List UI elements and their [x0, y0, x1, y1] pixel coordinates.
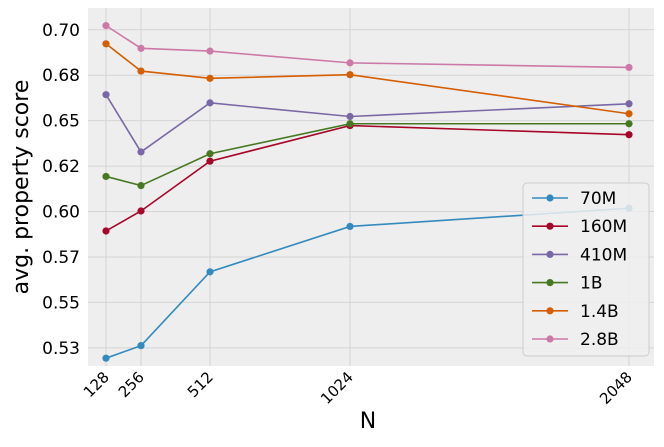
data-point	[346, 112, 354, 121]
x-axis-ticks: 128 256 512 1024 2048	[80, 368, 636, 408]
data-point	[137, 148, 145, 156]
data-point	[137, 44, 145, 52]
y-tick-label: 0.65	[42, 112, 80, 132]
data-point	[206, 99, 214, 107]
data-point	[346, 59, 354, 67]
legend-label: 410M	[580, 245, 627, 265]
legend-marker	[546, 335, 554, 343]
series-410m	[102, 91, 633, 156]
data-point	[346, 71, 354, 79]
data-point	[206, 157, 214, 165]
x-tick-label: 128	[80, 368, 113, 401]
x-tick-label: 2048	[596, 368, 636, 408]
data-point	[137, 342, 145, 350]
data-point	[206, 268, 214, 276]
data-point	[102, 227, 110, 235]
legend-label: 1B	[580, 274, 602, 294]
legend-label: 1.4B	[580, 302, 619, 322]
data-point	[625, 131, 633, 139]
data-point	[137, 207, 145, 215]
data-point	[102, 22, 110, 30]
data-point	[625, 120, 633, 128]
y-tick-label: 0.55	[42, 293, 80, 313]
legend-marker	[546, 222, 554, 230]
x-tick-label: 512	[184, 368, 217, 401]
legend-marker	[546, 194, 554, 202]
y-tick-label: 0.70	[42, 21, 80, 41]
series-2-8b	[102, 22, 633, 72]
data-point	[137, 67, 145, 75]
series-160m	[102, 121, 633, 235]
x-axis-label: N	[360, 409, 376, 434]
data-point	[625, 100, 633, 108]
data-point	[137, 181, 145, 190]
data-point	[206, 74, 214, 82]
y-tick-label: 0.68	[42, 66, 80, 86]
y-tick-label: 0.62	[42, 157, 80, 177]
y-tick-label: 0.53	[42, 339, 80, 359]
legend-marker	[546, 307, 554, 315]
legend-label: 70M	[580, 189, 616, 209]
data-point	[206, 150, 214, 158]
x-tick-label: 1024	[317, 368, 357, 408]
legend-label: 160M	[580, 217, 627, 237]
legend-marker	[546, 250, 554, 258]
series-1-4b	[102, 40, 633, 118]
data-point	[206, 47, 214, 55]
y-axis-label: avg. property score	[9, 80, 34, 295]
data-point	[625, 63, 633, 72]
data-point	[102, 40, 110, 48]
data-point	[346, 120, 354, 128]
legend-marker	[546, 279, 554, 287]
data-point	[102, 172, 110, 181]
x-tick-label: 256	[115, 368, 148, 401]
y-tick-label: 0.60	[42, 203, 80, 223]
data-point	[625, 110, 633, 118]
legend: 70M 160M 410M 1B 1.4B 2.8B	[522, 182, 650, 357]
data-point	[346, 222, 354, 231]
series-1b	[102, 120, 633, 190]
data-point	[102, 91, 110, 99]
y-axis-ticks: 0.53 0.55 0.57 0.60 0.62 0.65 0.68 0.70	[42, 21, 80, 359]
legend-label: 2.8B	[580, 330, 619, 350]
data-series	[102, 22, 633, 362]
data-point	[102, 354, 110, 362]
y-tick-label: 0.57	[42, 248, 80, 268]
